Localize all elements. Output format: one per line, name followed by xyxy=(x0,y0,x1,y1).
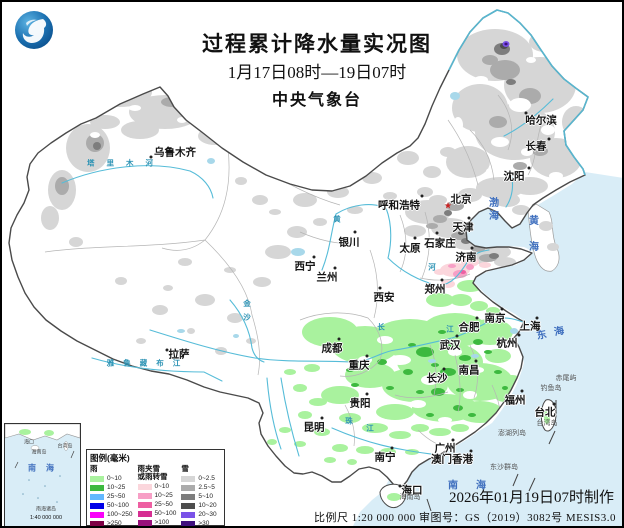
legend-row: 0~2.5 xyxy=(181,475,216,482)
legend-row: 0~10 xyxy=(137,483,177,490)
inset-label: 海口 xyxy=(23,439,35,446)
legend-swatch xyxy=(90,475,104,482)
legend-row: 0~10 xyxy=(90,475,133,482)
made-timestamp: 2026年01月19日07时制作 xyxy=(448,490,614,506)
page-title: 过程累计降水量实况图 xyxy=(202,33,432,56)
rivers xyxy=(61,98,554,457)
legend-range-label: 2.5~5 xyxy=(198,484,215,491)
legend-row: 10~25 xyxy=(137,492,177,499)
amur-border-river xyxy=(448,9,589,176)
korea-landmass xyxy=(527,203,560,272)
legend-columns: 雨 0~10 10~25 25~50 50~100 100~250 >250 雨夹雪 或雨转雪 0… xyxy=(90,464,221,527)
legend-swatch xyxy=(137,483,152,490)
legend-range-label: 20~30 xyxy=(198,511,217,518)
legend-swatch xyxy=(181,520,196,526)
legend-range-label: 0~10 xyxy=(107,475,122,482)
legend-range-label: 25~50 xyxy=(154,501,173,508)
legend-row: 50~100 xyxy=(137,510,177,517)
legend-swatch xyxy=(90,484,104,491)
legend-range-label: >250 xyxy=(107,520,122,527)
boundary-dashes xyxy=(426,400,557,512)
legend-column-header: 雪 xyxy=(181,464,189,473)
inset-label: 台湾岛 xyxy=(57,443,73,450)
legend-swatch xyxy=(90,511,104,518)
legend-column-header: 雨 xyxy=(90,464,98,473)
legend-range-label: >30 xyxy=(198,520,210,527)
legend-row: 25~50 xyxy=(137,501,177,508)
legend-row: 10~20 xyxy=(181,502,217,509)
legend-range-label: 0~10 xyxy=(154,483,170,490)
legend-swatch xyxy=(181,475,196,482)
inset-label: 南海诸岛 xyxy=(35,506,57,513)
legend-range-label: 50~100 xyxy=(107,502,129,509)
legend-row: 2.5~5 xyxy=(181,484,216,491)
legend-swatch xyxy=(181,502,196,509)
legend-row: 100~250 xyxy=(90,511,133,518)
legend-row: >250 xyxy=(90,520,133,527)
legend-range-label: 0~2.5 xyxy=(198,475,215,482)
legend-row: 25~50 xyxy=(90,493,133,500)
legend-box: 图例(毫米) 雨 0~10 10~25 25~50 50~100 100~250 >250 雨… xyxy=(86,449,225,526)
valid-period: 1月17日08时—19日07时 xyxy=(227,63,407,82)
inset-label: 1:40 000 000 xyxy=(29,515,63,521)
legend-column: 雨夹雪 或雨转雪 0~10 10~25 25~50 50~100 >100 xyxy=(137,464,177,526)
legend-swatch xyxy=(90,493,104,500)
legend-range-label: 10~25 xyxy=(107,484,126,491)
scale-and-approval: 比例尺 1:20 000 000 审图号：GS（2019）3082号 MESIS… xyxy=(313,512,616,524)
legend-range-label: >100 xyxy=(154,519,170,526)
legend-swatch xyxy=(137,501,152,508)
legend-range-label: 10~25 xyxy=(154,492,173,499)
legend-column: 雪 0~2.5 2.5~5 5~10 10~20 20~30 >30 xyxy=(181,464,217,527)
legend-swatch xyxy=(181,484,196,491)
inset-map xyxy=(5,424,80,503)
inset-label: 海南岛 xyxy=(31,449,47,456)
legend-swatch xyxy=(137,492,152,499)
legend-range-label: 10~20 xyxy=(198,502,217,509)
legend-row: >30 xyxy=(181,520,216,527)
inset-label: 南 海 xyxy=(28,463,58,473)
legend-column-header: 雨夹雪 或雨转雪 xyxy=(137,464,168,481)
legend-swatch xyxy=(181,493,196,500)
legend-swatch xyxy=(137,519,152,526)
legend-row: 10~25 xyxy=(90,484,133,491)
agency-name: 中央气象台 xyxy=(271,92,362,109)
legend-column: 雨 0~10 10~25 25~50 50~100 100~250 >250 xyxy=(90,464,133,527)
cma-logo-icon xyxy=(15,11,53,49)
legend-range-label: 25~50 xyxy=(107,493,126,500)
legend-swatch xyxy=(90,502,104,509)
legend-row: 50~100 xyxy=(90,502,133,509)
legend-swatch xyxy=(90,520,104,526)
legend-range-label: 100~250 xyxy=(107,511,133,518)
legend-row: 5~10 xyxy=(181,493,216,500)
south-china-sea-inset: 南 海 海口台湾岛海南岛南海诸岛 1:40 000 000 xyxy=(4,423,81,526)
legend-range-label: 5~10 xyxy=(198,493,214,500)
legend-swatch xyxy=(181,511,196,518)
legend-row: 20~30 xyxy=(181,511,217,518)
legend-swatch xyxy=(137,510,152,517)
legend-row: >100 xyxy=(137,519,177,526)
legend-title: 图例(毫米) xyxy=(90,453,130,463)
lakes xyxy=(177,92,518,363)
legend-range-label: 50~100 xyxy=(154,510,177,517)
inset-labels: 南 海 海口台湾岛海南岛南海诸岛 1:40 000 000 xyxy=(5,424,80,526)
